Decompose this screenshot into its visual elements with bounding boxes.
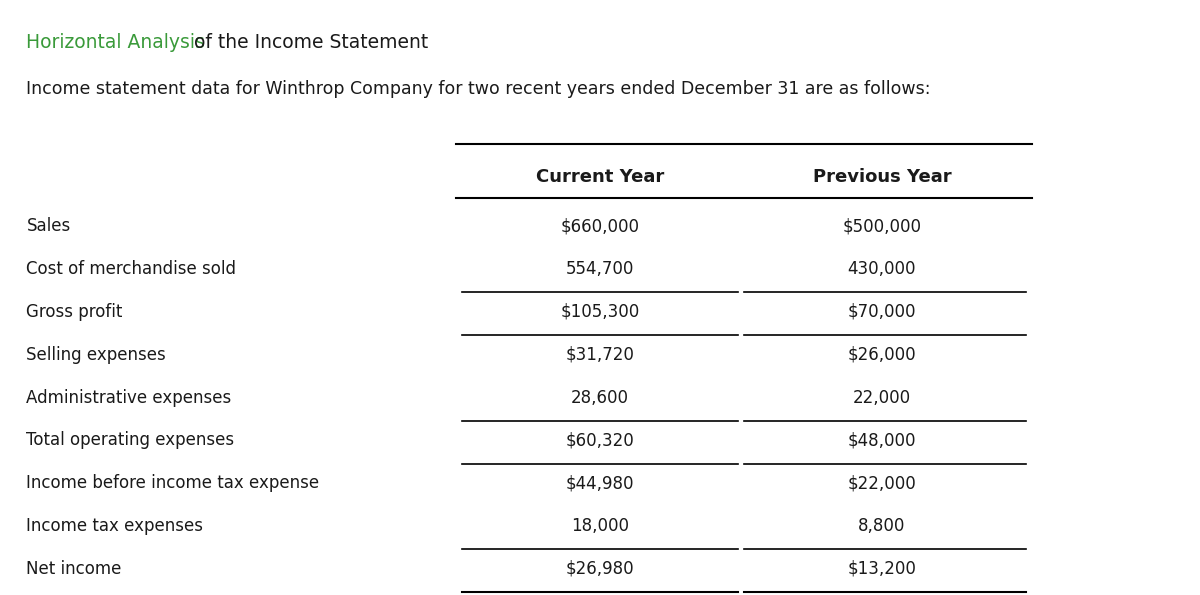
Text: Current Year: Current Year: [536, 168, 664, 186]
Text: $660,000: $660,000: [560, 217, 640, 235]
Text: $70,000: $70,000: [847, 303, 917, 321]
Text: $22,000: $22,000: [847, 474, 917, 492]
Text: 28,600: 28,600: [571, 389, 629, 406]
Text: $105,300: $105,300: [560, 303, 640, 321]
Text: Cost of merchandise sold: Cost of merchandise sold: [26, 260, 236, 278]
Text: 18,000: 18,000: [571, 517, 629, 535]
Text: Selling expenses: Selling expenses: [26, 346, 166, 364]
Text: 8,800: 8,800: [858, 517, 906, 535]
Text: 22,000: 22,000: [853, 389, 911, 406]
Text: Income statement data for Winthrop Company for two recent years ended December 3: Income statement data for Winthrop Compa…: [26, 80, 931, 98]
Text: $26,980: $26,980: [565, 560, 635, 578]
Text: Total operating expenses: Total operating expenses: [26, 431, 234, 449]
Text: 430,000: 430,000: [847, 260, 917, 278]
Text: $31,720: $31,720: [565, 346, 635, 364]
Text: Horizontal Analysis: Horizontal Analysis: [26, 33, 205, 52]
Text: Sales: Sales: [26, 217, 71, 235]
Text: Administrative expenses: Administrative expenses: [26, 389, 232, 406]
Text: of the Income Statement: of the Income Statement: [188, 33, 428, 52]
Text: $13,200: $13,200: [847, 560, 917, 578]
Text: Income before income tax expense: Income before income tax expense: [26, 474, 319, 492]
Text: $500,000: $500,000: [842, 217, 922, 235]
Text: $60,320: $60,320: [565, 431, 635, 449]
Text: $44,980: $44,980: [565, 474, 635, 492]
Text: $48,000: $48,000: [847, 431, 917, 449]
Text: Net income: Net income: [26, 560, 121, 578]
Text: $26,000: $26,000: [847, 346, 917, 364]
Text: Income tax expenses: Income tax expenses: [26, 517, 204, 535]
Text: Gross profit: Gross profit: [26, 303, 122, 321]
Text: Previous Year: Previous Year: [812, 168, 952, 186]
Text: 554,700: 554,700: [566, 260, 634, 278]
